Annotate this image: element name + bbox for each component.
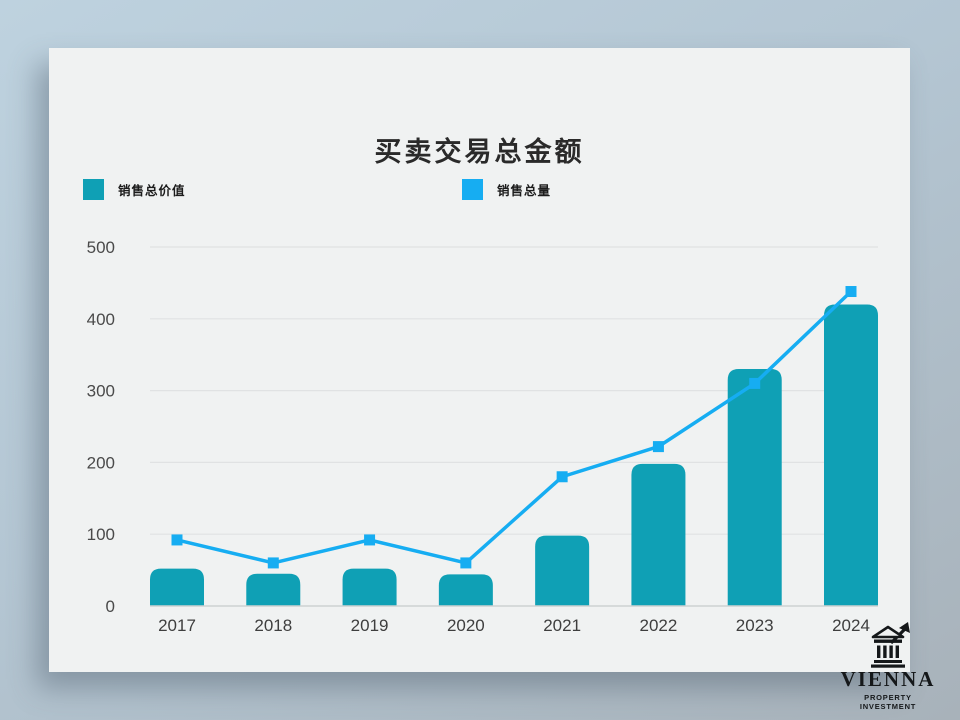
line-point-2017 <box>171 534 183 546</box>
bar-2019 <box>342 568 397 606</box>
y-tick-label-200: 200 <box>87 453 115 472</box>
y-tick-label-500: 500 <box>87 238 115 257</box>
line-point-2020 <box>460 557 472 569</box>
y-tick-label-0: 0 <box>106 597 115 616</box>
brand-name: VIENNA <box>840 667 936 691</box>
legend-item-sales-value: 销售总价值 <box>83 178 186 200</box>
chart-card: 买卖交易总金额 销售总价值 销售总量 0 100 200 300 400 500 2017 2… <box>49 48 910 672</box>
x-tick-label-2021: 2021 <box>543 616 581 635</box>
bar-2024 <box>824 304 878 606</box>
bar-2020 <box>438 574 493 606</box>
sales-volume-line <box>175 289 853 565</box>
x-tick-label-2017: 2017 <box>158 616 196 635</box>
line-point-2021 <box>556 471 568 483</box>
x-tick-label-2022: 2022 <box>640 616 678 635</box>
line-point-2024 <box>845 286 857 298</box>
combo-chart: 0 100 200 300 400 500 2017 2018 2019 2020 2021 2022… <box>87 238 878 635</box>
line-point-2023 <box>749 377 761 389</box>
y-tick-label-300: 300 <box>87 382 115 401</box>
x-tick-label-2024: 2024 <box>832 616 870 635</box>
line-point-2019 <box>364 534 376 546</box>
bank-building-arrow-icon <box>871 622 910 668</box>
line-point-2018 <box>267 557 279 569</box>
bar-2018 <box>246 573 301 606</box>
x-tick-label-2018: 2018 <box>254 616 292 635</box>
brand-logo: VIENNA PROPERTY INVESTMENT <box>838 620 938 711</box>
y-tick-label-100: 100 <box>87 525 115 544</box>
y-tick-label-400: 400 <box>87 310 115 329</box>
bar-2022 <box>631 463 686 606</box>
legend-item-sales-volume: 销售总量 <box>462 178 551 200</box>
legend-swatch-line-series <box>462 178 483 200</box>
chart-legend: 销售总价值 销售总量 <box>49 178 910 204</box>
legend-label-sales-volume: 销售总量 <box>497 183 552 198</box>
bar-2023 <box>727 369 782 606</box>
x-tick-label-2020: 2020 <box>447 616 485 635</box>
brand-tagline: PROPERTY INVESTMENT <box>859 693 917 711</box>
chart-title: 买卖交易总金额 <box>374 137 585 167</box>
legend-label-sales-value: 销售总价值 <box>118 183 186 198</box>
x-tick-label-2023: 2023 <box>736 616 774 635</box>
bar-2017 <box>150 568 204 606</box>
legend-swatch-bar-series <box>83 178 104 200</box>
line-point-2022 <box>652 441 664 453</box>
bar-2021 <box>535 535 590 606</box>
x-tick-label-2019: 2019 <box>351 616 389 635</box>
